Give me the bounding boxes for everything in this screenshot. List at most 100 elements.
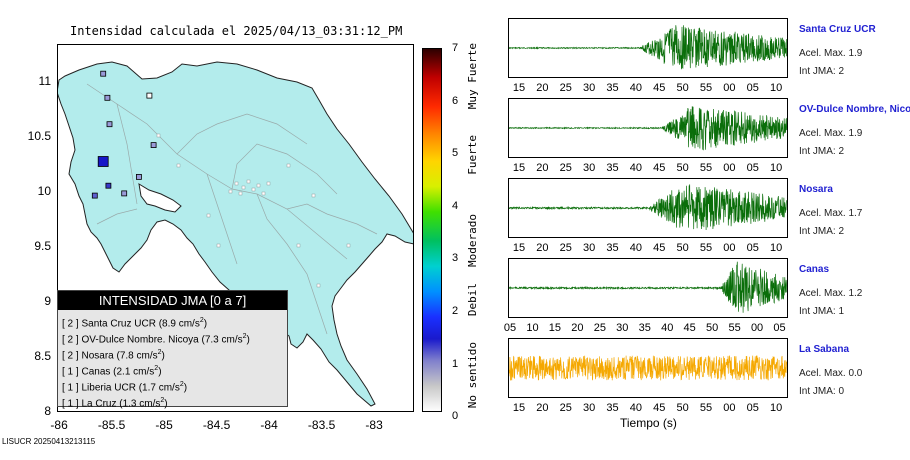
waveform-time-tick: 55 — [728, 322, 741, 334]
waveform-max-accel: Acel. Max. 1.2 — [799, 288, 863, 299]
map-y-tick: 8.5 — [34, 349, 51, 364]
station-marker[interactable] — [100, 70, 107, 77]
waveform-trace — [509, 25, 787, 70]
legend-close-paren: ) — [203, 318, 208, 330]
waveform-time-tick: 30 — [583, 82, 596, 94]
waveform-time-tick: 00 — [723, 242, 736, 254]
waveform-time-tick: 35 — [606, 402, 619, 414]
legend-unit-exponent: 2 — [199, 317, 204, 324]
waveform-time-tick: 15 — [512, 402, 526, 414]
map-y-tick: 8 — [44, 404, 51, 418]
legend-station-name: Santa Cruz UCR — [81, 318, 156, 330]
waveform-time-tick: 50 — [676, 82, 689, 94]
station-marker[interactable] — [97, 156, 109, 167]
colorbar-tick: 1 — [452, 357, 459, 370]
waveform-time-tick: 10 — [770, 402, 783, 414]
map-x-tick: -83 — [365, 418, 383, 432]
station-marker[interactable] — [105, 182, 112, 189]
legend-level: [ 2 ] — [62, 318, 79, 330]
waveform-time-tick: 45 — [653, 82, 666, 94]
waveform-panel[interactable] — [508, 98, 788, 158]
station-marker[interactable] — [150, 142, 157, 148]
colorbar-tick: 0 — [452, 410, 459, 423]
waveform-station-name: Santa Cruz UCR — [799, 24, 876, 35]
map-y-tick: 11 — [38, 74, 51, 89]
waveform-time-tick: 05 — [746, 162, 759, 174]
station-marker[interactable] — [121, 190, 128, 197]
legend-close-paren: ) — [158, 366, 162, 378]
waveform-time-tick: 05 — [503, 322, 517, 334]
legend-level: [ 1 ] — [62, 398, 79, 410]
waveform-trace — [509, 261, 787, 313]
station-marker[interactable] — [91, 192, 98, 199]
legend-close-paren: ) — [164, 398, 168, 410]
waveform-time-tick: 15 — [548, 322, 562, 334]
costa-rica-land — [57, 61, 414, 407]
waveform-time-tick: 25 — [559, 242, 572, 254]
legend-unit-exponent: 2 — [242, 333, 247, 340]
waveform-time-tick: 05 — [746, 82, 759, 94]
nicoya-gulf — [138, 183, 182, 213]
waveform-time-tick: 25 — [559, 162, 572, 174]
legend-station-name: Liberia UCR — [81, 382, 136, 394]
colorbar-tick: 5 — [452, 147, 459, 160]
waveform-time-tick: 20 — [536, 242, 549, 254]
station-marker[interactable] — [146, 92, 153, 99]
station-marker[interactable] — [136, 173, 142, 180]
waveform-time-tick: 55 — [699, 162, 713, 174]
waveform-time-tick: 05 — [746, 242, 759, 254]
station-marker[interactable] — [104, 94, 111, 101]
waveform-trace — [509, 106, 787, 151]
footer-id: LISUCR 20250413213115 — [2, 437, 96, 446]
map-x-tick: -84 — [260, 418, 278, 432]
waveform-panel[interactable] — [508, 338, 788, 398]
legend-level: [ 2 ] — [62, 350, 79, 362]
waveform-max-accel: Acel. Max. 1.9 — [799, 128, 863, 139]
legend-close-paren: ) — [183, 382, 188, 394]
waveform-time-tick: 35 — [638, 322, 651, 334]
colorbar-tick: 2 — [452, 305, 459, 317]
waveform-time-tick: 20 — [536, 82, 549, 94]
map-y-tick: 10 — [37, 184, 51, 199]
waveform-panel[interactable] — [508, 258, 788, 318]
waveform-time-tick: 35 — [606, 242, 619, 254]
waveform-time-tick: 55 — [699, 82, 713, 94]
map-y-tick: 9 — [44, 294, 51, 309]
waveform-time-tick: 00 — [750, 322, 764, 334]
legend-accel-value: (8.9 cm/s — [158, 318, 200, 330]
waveform-time-tick: 30 — [583, 402, 596, 414]
waveform-jma-intensity: Int JMA: 1 — [799, 306, 845, 317]
legend-accel-value: (7.3 cm/s — [201, 334, 243, 346]
waveform-time-tick: 35 — [606, 162, 619, 174]
map-x-tick: -85 — [155, 418, 173, 432]
waveform-jma-intensity: Int JMA: 2 — [799, 146, 845, 157]
waveform-trace — [509, 355, 787, 381]
waveform-time-tick: 50 — [676, 242, 689, 254]
waveform-jma-intensity: Int JMA: 2 — [799, 226, 845, 237]
waveform-time-tick: 15 — [512, 162, 526, 174]
waveform-jma-intensity: Int JMA: 2 — [799, 66, 845, 77]
map-title: Intensidad calculada el 2025/04/13_03:31… — [70, 24, 403, 38]
legend-item: [ 2 ] Nosara (7.8 cm/s2) — [62, 349, 165, 361]
waveform-time-tick: 45 — [683, 322, 696, 334]
waveform-time-tick: 50 — [676, 162, 689, 174]
map-frame — [57, 44, 414, 412]
waveform-panel[interactable] — [508, 18, 788, 78]
legend-accel-value: (2.1 cm/s — [113, 366, 155, 378]
legend-station-name: Canas — [81, 366, 111, 378]
waveform-panel[interactable] — [508, 178, 788, 238]
waveform-time-tick: 25 — [559, 402, 572, 414]
legend-station-name: OV-Dulce Nombre. Nicoya — [81, 334, 199, 346]
legend-unit-exponent: 2 — [157, 349, 162, 356]
legend-close-paren: ) — [161, 350, 165, 362]
waveform-time-tick: 10 — [770, 242, 783, 254]
colorbar-label: Fuerte — [466, 135, 479, 175]
legend-item: [ 2 ] Santa Cruz UCR (8.9 cm/s2) — [62, 317, 207, 329]
waveform-time-tick: 10 — [526, 322, 539, 334]
waveform-time-tick: 45 — [653, 402, 666, 414]
station-marker[interactable] — [106, 121, 113, 128]
legend-title: INTENSIDAD JMA [0 a 7] — [58, 291, 287, 310]
map-x-tick: -83.5 — [307, 418, 336, 432]
waveform-time-tick: 10 — [770, 82, 783, 94]
waveform-time-tick: 30 — [616, 322, 629, 334]
